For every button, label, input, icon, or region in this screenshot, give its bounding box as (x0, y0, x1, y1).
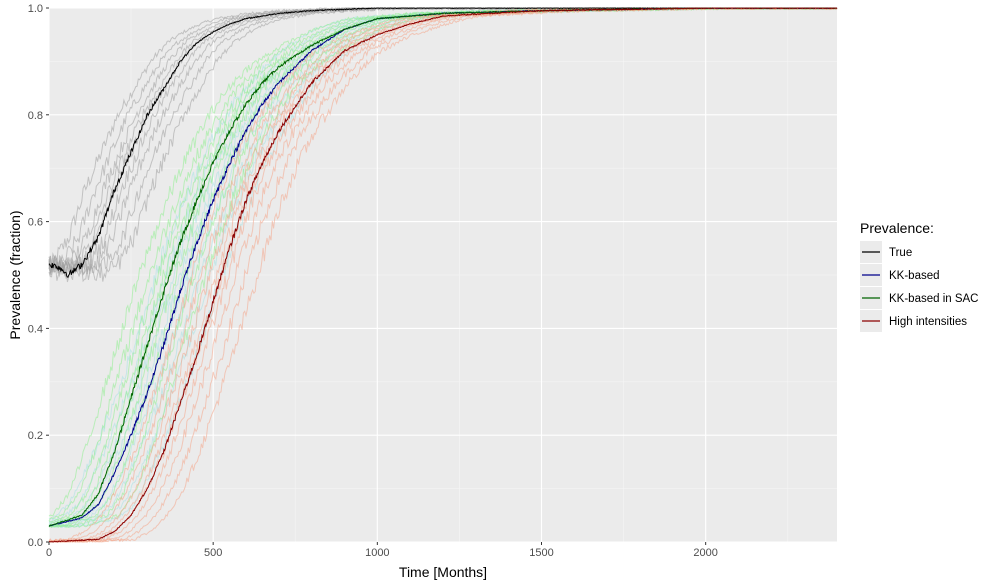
x-tick-label: 2000 (693, 547, 717, 559)
y-tick-label: 1.0 (28, 3, 43, 15)
y-tick-label: 0.2 (28, 430, 43, 442)
y-axis-title: Prevalence (fraction) (7, 210, 23, 339)
main-series-lines (48, 7, 838, 543)
legend-label: High intensities (889, 316, 967, 328)
x-axis: 0 500 1000 1500 2000 (46, 542, 718, 559)
legend-label: True (889, 247, 912, 259)
y-tick-label: 0.6 (28, 217, 43, 229)
legend-label: KK-based (889, 270, 940, 282)
legend-label: KK-based in SAC (889, 293, 979, 305)
series-line (49, 7, 838, 543)
x-axis-title: Time [Months] (399, 564, 487, 580)
x-tick-label: 500 (204, 547, 222, 559)
y-tick-label: 0.8 (28, 110, 43, 122)
legend: Prevalence: True KK-based KK-based in SAC H… (860, 220, 979, 332)
x-tick-label: 1500 (529, 547, 553, 559)
legend-title: Prevalence: (860, 220, 934, 236)
x-tick-label: 1000 (365, 547, 389, 559)
legend-items: True KK-based KK-based in SAC High intensit… (860, 241, 979, 332)
y-tick-label: 0.0 (28, 537, 43, 549)
y-tick-label: 0.4 (28, 323, 43, 335)
y-axis: 0.0 0.2 0.4 0.6 0.8 1.0 (28, 3, 49, 549)
x-tick-label: 0 (46, 547, 52, 559)
